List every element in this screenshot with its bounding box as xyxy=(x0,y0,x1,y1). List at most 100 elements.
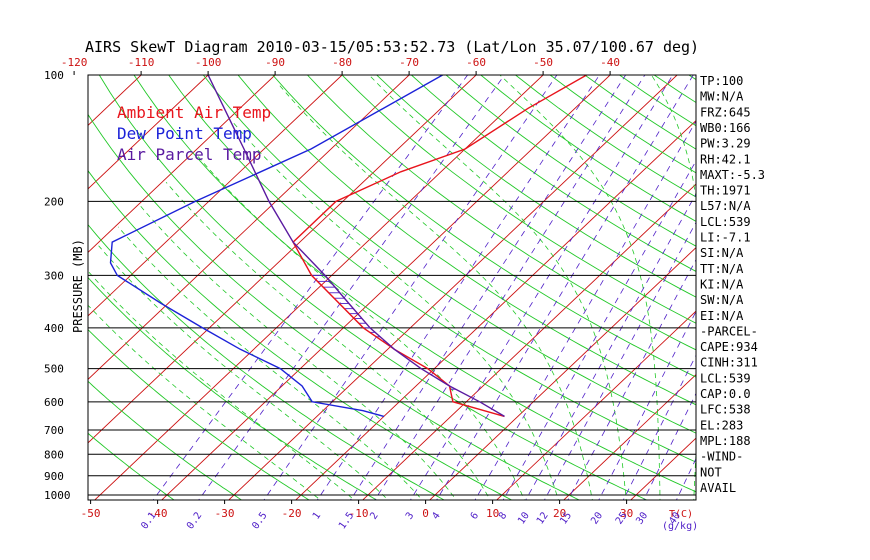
moist-adiabat-line xyxy=(140,205,457,500)
mixing-ratio-line xyxy=(409,75,674,500)
isotherm-line xyxy=(429,246,696,500)
stat-item: TT:N/A xyxy=(700,262,744,276)
mixing-ratio-unit: (g/kg) xyxy=(662,521,698,532)
stat-item: CAP:0.0 xyxy=(700,387,751,401)
dry-adiabat-line xyxy=(88,276,378,500)
plot-frame xyxy=(87,74,697,501)
dry-adiabat-line xyxy=(307,75,696,351)
mixing-ratio-label: 6 xyxy=(469,510,481,521)
isotherm-line xyxy=(228,75,678,500)
top-temperature-tick-label: -100 xyxy=(195,56,222,69)
top-temperature-tick-label: -50 xyxy=(533,56,553,69)
pressure-tick-label: 500 xyxy=(44,363,64,376)
mixing-ratio-line xyxy=(598,310,696,500)
top-temperature-tick-label: -110 xyxy=(128,56,155,69)
isotherm-line xyxy=(88,75,276,253)
isotherm-line xyxy=(761,75,870,504)
stat-item: TP:100 xyxy=(700,74,743,88)
mixing-ratio-line xyxy=(316,75,600,500)
mixing-ratio-label: 0.2 xyxy=(185,510,204,531)
dry-adiabat-line xyxy=(445,75,696,247)
stat-item: LCL:539 xyxy=(700,215,751,229)
legend-dewpoint: Dew Point Temp xyxy=(117,124,252,143)
dry-adiabat-line xyxy=(653,75,696,104)
mixing-ratio-label: 0.5 xyxy=(250,510,269,531)
bottom-temperature-tick-label: -50 xyxy=(81,507,101,520)
top-temperature-tick-label: -80 xyxy=(332,56,352,69)
bottom-temperature-tick-label: -40 xyxy=(148,507,168,520)
x-axis-label: T(C) xyxy=(669,509,693,520)
isotherm-line xyxy=(563,374,696,500)
mixing-ratio-label: 4 xyxy=(430,510,442,521)
top-temperature-tick-label: -60 xyxy=(466,56,486,69)
mixing-ratio-line xyxy=(543,221,696,500)
dry-adiabat-line xyxy=(758,75,870,504)
bottom-temperature-tick-label: 20 xyxy=(553,507,566,520)
stat-item: CAPE:934 xyxy=(700,340,758,354)
stat-item: MW:N/A xyxy=(700,90,744,104)
mixing-ratio-line xyxy=(263,75,558,500)
mixing-ratio-label: 10 xyxy=(516,510,532,526)
bottom-temperature-tick-label: 10 xyxy=(486,507,499,520)
pressure-tick-label: 300 xyxy=(44,269,64,282)
pressure-tick-label: 600 xyxy=(44,396,64,409)
dry-adiabat-line xyxy=(202,75,696,434)
stat-item: SI:N/A xyxy=(700,246,744,260)
top-temperature-tick-label: -70 xyxy=(399,56,419,69)
mixing-ratio-line xyxy=(152,75,468,500)
dry-adiabat-line xyxy=(88,223,446,500)
stat-item: CINH:311 xyxy=(700,356,758,370)
mixing-ratio-line xyxy=(622,354,696,500)
dry-adiabat-line xyxy=(341,75,696,324)
stat-item: LI:-7.1 xyxy=(700,231,751,245)
isotherm-line xyxy=(496,310,696,500)
top-temperature-tick-label: -120 xyxy=(61,56,88,69)
moist-adiabat-line xyxy=(368,75,627,500)
bottom-temperature-tick-label: -10 xyxy=(349,507,369,520)
moist-adiabat-line xyxy=(196,154,525,500)
dry-adiabat-line xyxy=(237,75,696,406)
moist-adiabat-line xyxy=(88,270,355,500)
stat-item: TH:1971 xyxy=(700,184,751,198)
mixing-ratio-label: 2 xyxy=(368,510,380,521)
mixing-ratio-line xyxy=(567,258,696,500)
pressure-tick-label: 800 xyxy=(44,448,64,461)
isotherm-line xyxy=(88,75,477,444)
mixing-ratio-line xyxy=(349,75,626,500)
mixing-ratio-label: 1 xyxy=(311,510,323,521)
bottom-temperature-tick-label: 0 xyxy=(422,507,429,520)
stat-item: NOT xyxy=(700,465,722,479)
dewpoint-temp-line xyxy=(109,75,443,418)
bottom-temperature-tick-label: -20 xyxy=(282,507,302,520)
mixing-ratio-label: 20 xyxy=(589,510,605,526)
mixing-ratio-label: 30 xyxy=(634,510,650,526)
stat-item: PW:3.29 xyxy=(700,137,751,151)
parcel-temp-line xyxy=(207,75,505,418)
stat-item: AVAIL xyxy=(700,481,736,495)
isotherm-line xyxy=(295,119,696,500)
moist-adiabat-line xyxy=(499,75,661,500)
mixing-ratio-line xyxy=(374,75,646,500)
dry-adiabat-line xyxy=(272,75,696,378)
isotherm-line xyxy=(94,75,544,500)
mixing-ratio-line xyxy=(474,120,696,500)
mixing-ratio-line xyxy=(525,193,696,500)
stat-item: -WIND- xyxy=(700,450,743,464)
mixing-ratio-line xyxy=(643,392,696,500)
pressure-tick-label: 1000 xyxy=(44,489,71,502)
dry-adiabat-line xyxy=(88,432,175,500)
stat-item: LFC:538 xyxy=(700,403,751,417)
mixing-ratio-line xyxy=(436,75,694,500)
dry-adiabat-line xyxy=(98,75,648,500)
isotherm-line xyxy=(161,75,611,500)
pressure-tick-label: 700 xyxy=(44,424,64,437)
pressure-tick-label: 100 xyxy=(44,69,64,82)
mixing-ratio-label: 12 xyxy=(535,510,551,526)
isotherm-line xyxy=(88,75,410,380)
mixing-ratio-line xyxy=(502,160,696,500)
stat-item: EL:283 xyxy=(700,418,743,432)
chart-title: AIRS SkewT Diagram 2010-03-15/05:53:52.7… xyxy=(85,38,699,56)
ambient-temp-line xyxy=(292,75,587,418)
stat-item: EI:N/A xyxy=(700,309,744,323)
